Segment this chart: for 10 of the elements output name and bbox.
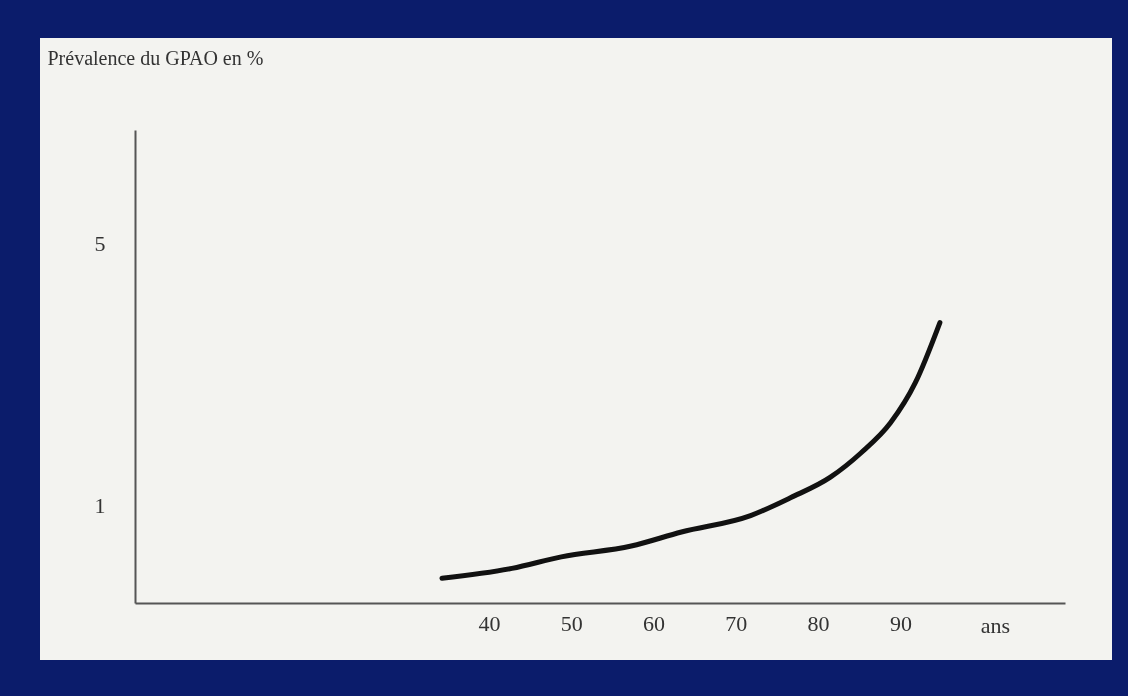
x-axis-title: ans	[980, 612, 1011, 638]
x-tick-label: 90	[889, 610, 912, 636]
y-tick-label: 1	[94, 493, 106, 518]
y-tick-label: 5	[94, 230, 106, 256]
x-tick-label: 80	[807, 610, 830, 636]
y-axis-title: Prévalence du GPAO en %	[47, 46, 264, 69]
x-tick-label: 70	[725, 610, 748, 636]
x-tick-label: 50	[560, 610, 583, 636]
x-tick-label: 60	[643, 610, 665, 636]
x-tick-label: 40	[478, 610, 501, 636]
